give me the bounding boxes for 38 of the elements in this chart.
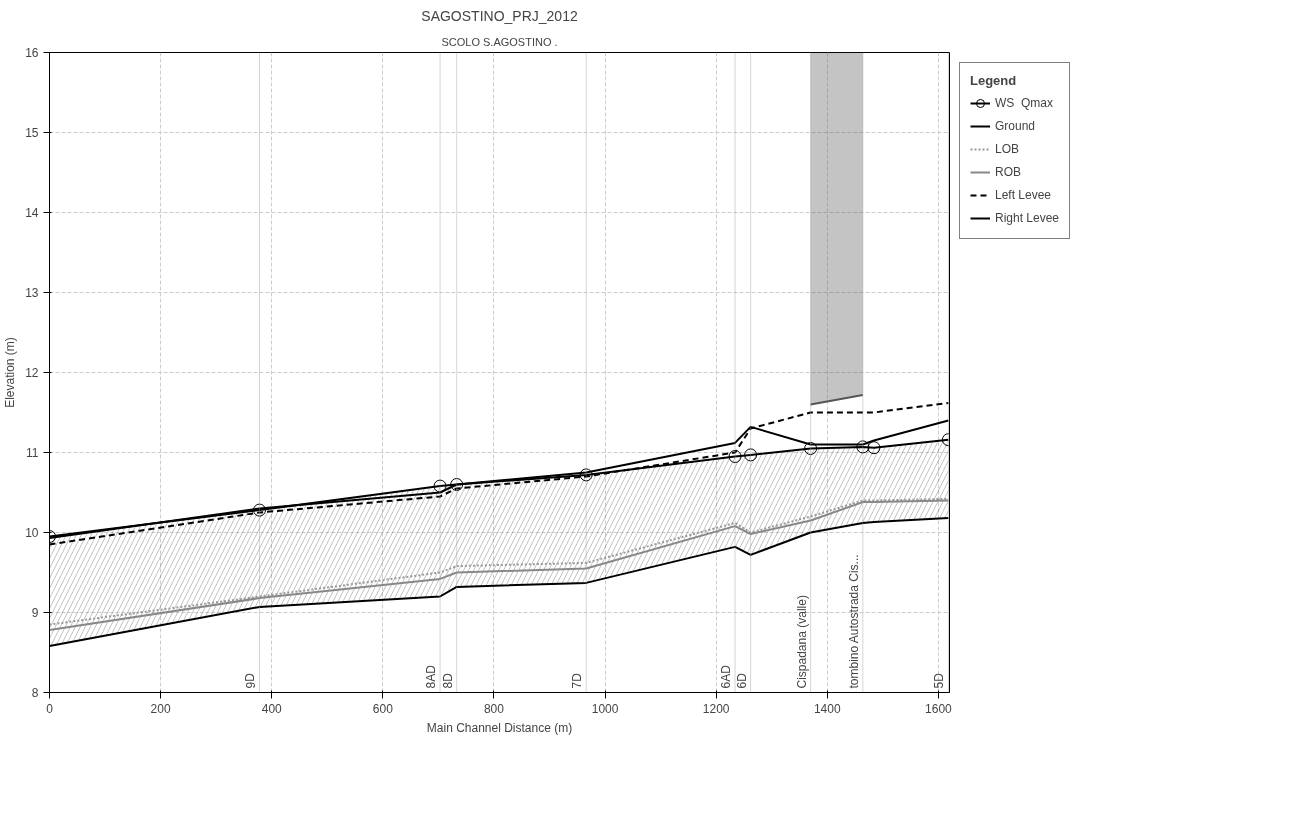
ref-line-label: 9D bbox=[243, 672, 258, 689]
ref-line-label: 6AD bbox=[719, 664, 734, 689]
x-tick-label: 0 bbox=[46, 701, 54, 716]
ref-line-label: 7D bbox=[570, 672, 585, 689]
ref-line-label: 8D bbox=[440, 672, 455, 689]
y-tick-label: 16 bbox=[25, 46, 39, 60]
x-tick-label: 1200 bbox=[702, 701, 730, 716]
ref-line-label: Cispadana (valle) bbox=[794, 595, 809, 689]
y-tick-label: 13 bbox=[25, 286, 39, 300]
x-tick-label: 1000 bbox=[591, 701, 619, 716]
ref-line-label: tombino Autostrada Cis... bbox=[846, 554, 861, 689]
text: SCOLO S.AGOSTINO . bbox=[441, 35, 558, 48]
x-tick-label: 200 bbox=[150, 701, 171, 716]
chart-title: SAGOSTINO_PRJ_2012 bbox=[421, 7, 578, 24]
legend-label: WS Qmax bbox=[995, 96, 1054, 110]
x-tick-label: 1400 bbox=[813, 701, 841, 716]
x-tick-label: 1600 bbox=[925, 701, 953, 716]
legend-label: ROB bbox=[995, 165, 1022, 179]
y-tick-label: 8 bbox=[31, 686, 39, 700]
legend-label: LOB bbox=[995, 142, 1020, 156]
ref-line-label: 6D bbox=[734, 672, 749, 689]
x-tick-label: 400 bbox=[261, 701, 283, 716]
x-tick-label: 600 bbox=[372, 701, 394, 716]
legend-label: Ground bbox=[995, 119, 1036, 133]
x-axis-title: Main Channel Distance (m) bbox=[426, 720, 573, 735]
y-tick-label: 12 bbox=[25, 366, 39, 380]
ref-line-label: 5D bbox=[932, 672, 947, 689]
legend-label: Right Levee bbox=[995, 211, 1060, 225]
y-tick-label: 9 bbox=[31, 606, 39, 620]
legend-label: Left Levee bbox=[995, 188, 1052, 202]
ref-line-label: 8AD bbox=[424, 664, 439, 689]
y-tick-label: 11 bbox=[26, 446, 39, 460]
y-tick-label: 15 bbox=[25, 126, 39, 140]
y-axis-title: Elevation (m) bbox=[3, 337, 18, 408]
legend-title: Legend bbox=[970, 73, 1018, 88]
y-tick-label: 10 bbox=[25, 526, 39, 540]
y-tick-label: 14 bbox=[25, 206, 39, 220]
x-tick-label: 800 bbox=[483, 701, 505, 716]
